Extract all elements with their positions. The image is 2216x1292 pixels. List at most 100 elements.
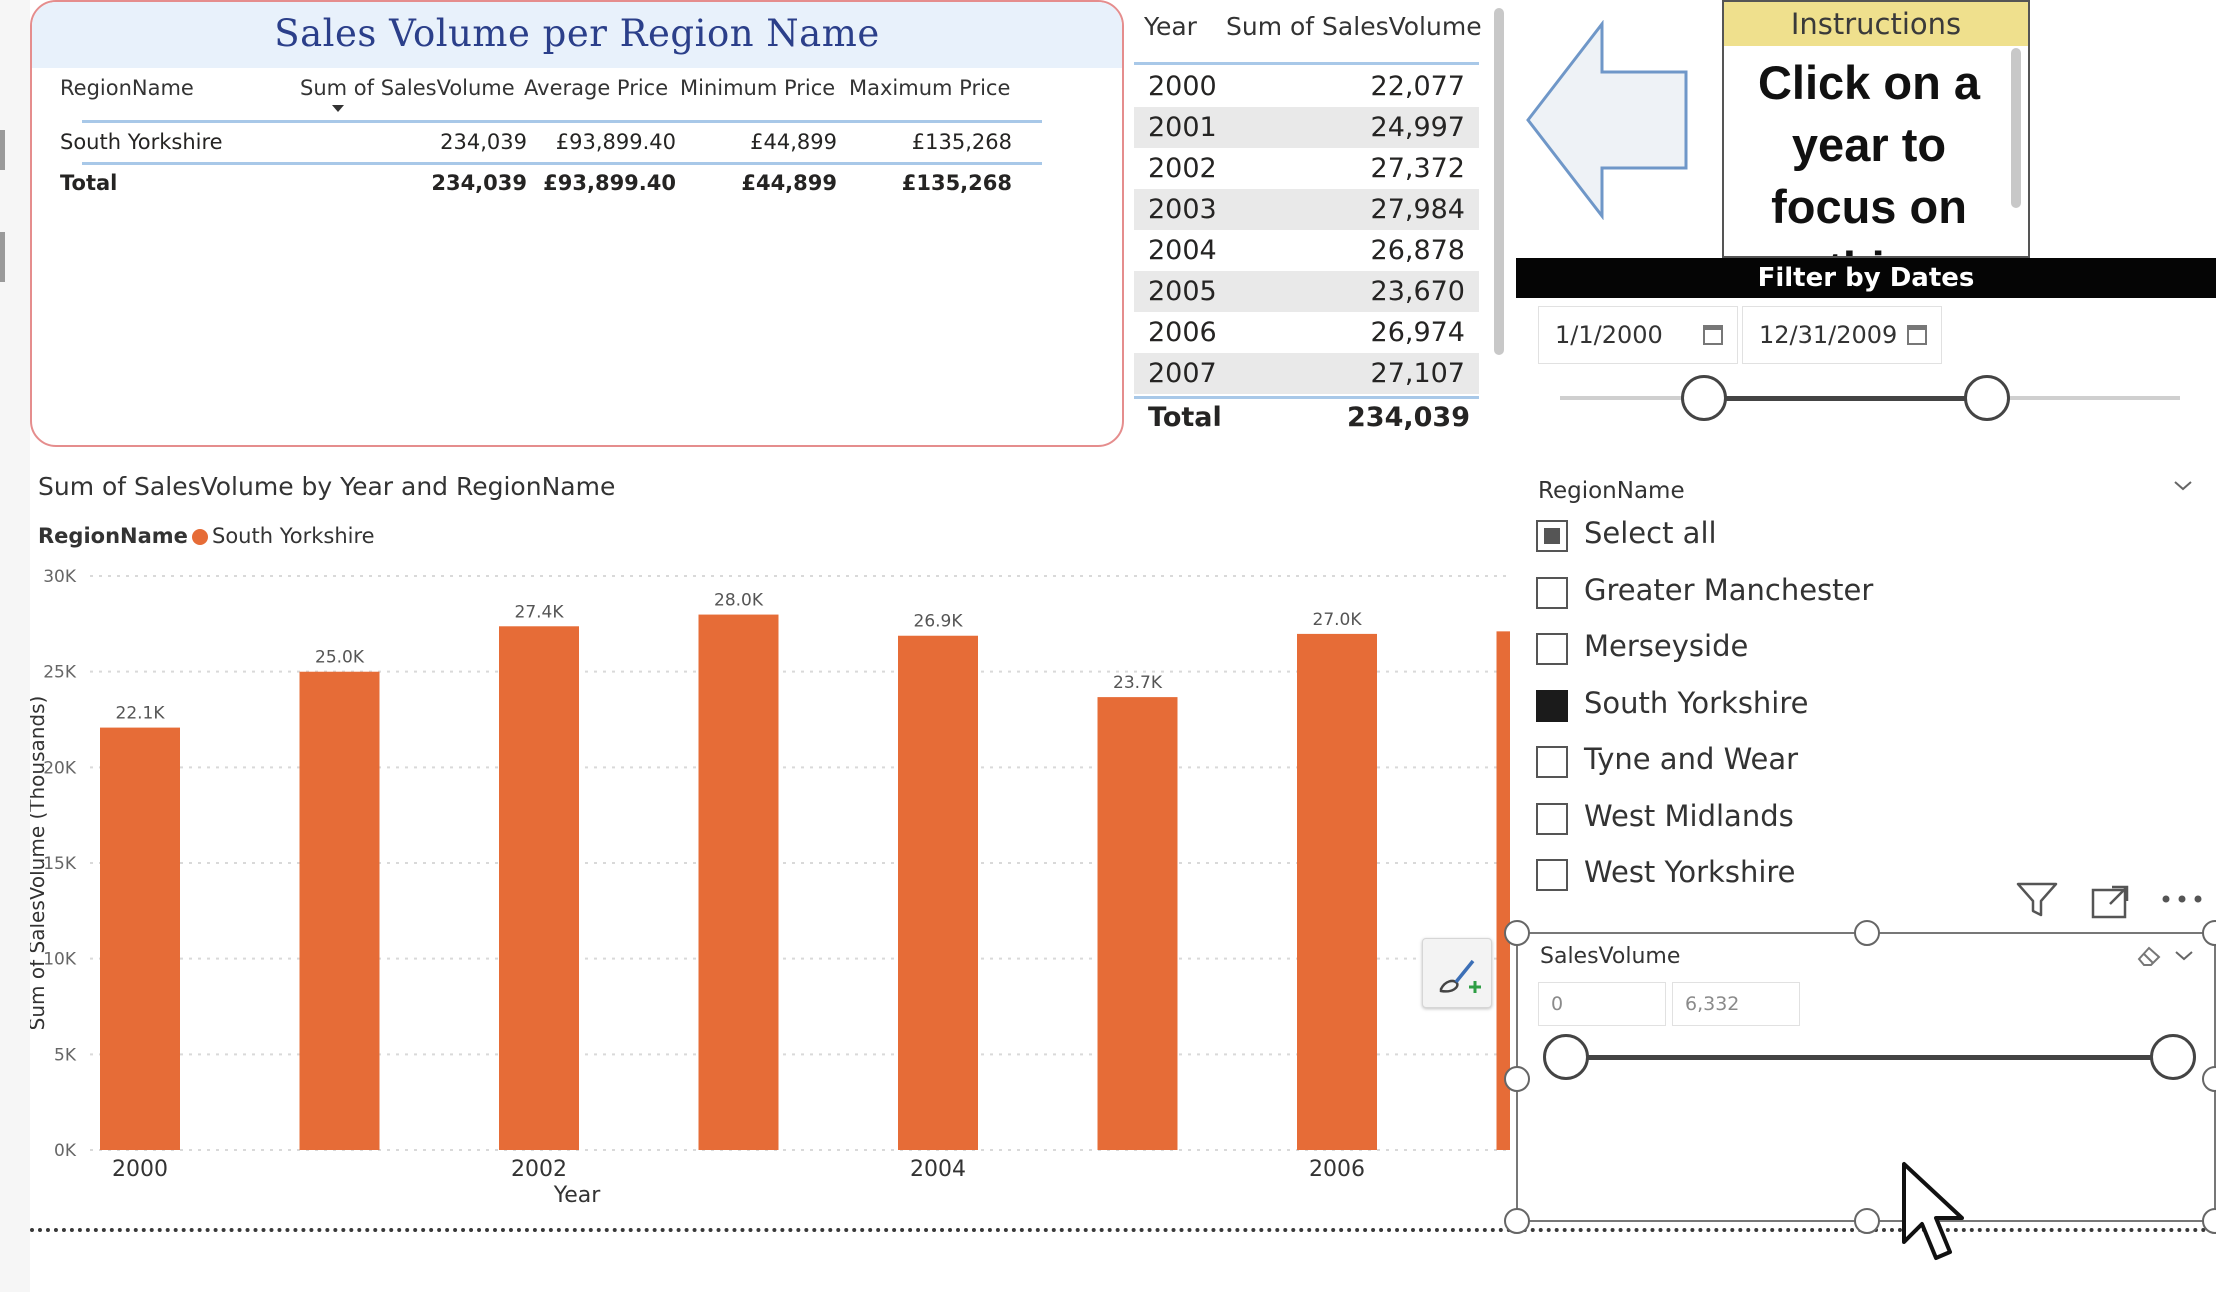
table-row[interactable]: 2005 23,670 — [1134, 271, 1479, 312]
legend-series-name[interactable]: South Yorkshire — [212, 524, 375, 548]
table-row[interactable]: 2002 27,372 — [1134, 148, 1479, 189]
calendar-icon[interactable] — [1907, 325, 1927, 345]
format-brush-icon — [1439, 959, 1481, 993]
start-date-input[interactable]: 1/1/2000 — [1538, 306, 1738, 364]
y-tick-label: 20K — [43, 758, 77, 778]
chevron-down-icon[interactable] — [2172, 474, 2194, 496]
cell-sum-salesvolume: 234,039 — [440, 130, 527, 154]
more-options-icon[interactable] — [2160, 892, 2204, 906]
resize-handle[interactable] — [2202, 920, 2216, 946]
total-label: Total — [1148, 402, 1222, 433]
slicer-item[interactable]: Select all — [1536, 516, 2096, 556]
cell-year: 2004 — [1148, 235, 1217, 266]
resize-handle[interactable] — [2202, 1208, 2216, 1234]
slicer-item[interactable]: Greater Manchester — [1536, 573, 2096, 613]
y-tick-label: 25K — [43, 663, 77, 683]
column-header-sum-salesvolume[interactable]: Sum of SalesVolume — [1226, 12, 1482, 41]
year-salesvolume-table-visual[interactable]: Year Sum of SalesVolume 2000 22,077 2001 24… — [1134, 0, 1504, 447]
resize-handle[interactable] — [1854, 920, 1880, 946]
focus-mode-icon[interactable] — [2090, 884, 2130, 920]
cell-year: 2001 — [1148, 112, 1217, 143]
checkbox[interactable] — [1536, 520, 1568, 552]
total-divider — [82, 162, 1042, 165]
checkbox[interactable] — [1536, 633, 1568, 665]
end-date-input[interactable]: 12/31/2009 — [1742, 306, 1942, 364]
instructions-header: Instructions — [1724, 2, 2028, 46]
cell-maximum-price: £135,268 — [911, 130, 1012, 154]
data-label: 22.1K — [116, 704, 166, 724]
cell-year: 2002 — [1148, 153, 1217, 184]
slicer-item[interactable]: South Yorkshire — [1536, 686, 2096, 726]
column-header-regionname[interactable]: RegionName — [60, 76, 194, 100]
checkbox[interactable] — [1536, 746, 1568, 778]
table-scrollbar[interactable] — [1494, 8, 1504, 355]
table-row[interactable]: 2007 27,107 — [1134, 353, 1479, 394]
column-header-minimum-price[interactable]: Minimum Price — [680, 76, 836, 100]
chevron-down-icon[interactable] — [2173, 944, 2195, 966]
table-row[interactable]: 2000 22,077 — [1134, 66, 1479, 107]
slicer-item[interactable]: Merseyside — [1536, 629, 2096, 669]
checkbox[interactable] — [1536, 802, 1568, 835]
salesvolume-slider-max-handle[interactable] — [2150, 1034, 2196, 1080]
header-divider — [1134, 62, 1479, 65]
checkbox[interactable] — [1536, 576, 1568, 609]
calendar-icon[interactable] — [1703, 325, 1723, 345]
slicer-item[interactable]: West Yorkshire — [1536, 855, 2096, 895]
date-slider-start-handle[interactable] — [1681, 375, 1727, 421]
data-label: 28.0K — [714, 591, 764, 611]
salesvolume-slicer[interactable]: SalesVolume 0 6,332 — [1504, 920, 2216, 1234]
resize-handle[interactable] — [1504, 920, 1530, 946]
column-header-average-price[interactable]: Average Price — [524, 76, 669, 100]
end-date-value: 12/31/2009 — [1759, 321, 1898, 349]
resize-handle[interactable] — [2202, 1066, 2216, 1092]
y-axis-title: Sum of SalesVolume (Thousands) — [30, 696, 49, 1031]
x-axis-title: Year — [553, 1183, 602, 1208]
date-filter-header: Filter by Dates — [1516, 258, 2216, 298]
salesvolume-min-input[interactable]: 0 — [1538, 982, 1666, 1026]
instructions-body: Click on a year to focus on this — [1724, 52, 2014, 256]
data-label: 27.0K — [1313, 610, 1363, 630]
salesvolume-min-value: 0 — [1551, 993, 1564, 1015]
column-header-sum-salesvolume[interactable]: Sum of SalesVolume — [300, 76, 515, 100]
total-minimum-price: £44,899 — [741, 171, 837, 195]
eraser-icon[interactable] — [2135, 944, 2163, 968]
y-tick-label: 30K — [43, 567, 77, 587]
bar — [1496, 631, 1510, 1150]
chart-canvas: 0K 5K 10K 15K 20K 25K 30K 22.1K 25.0K 27.4K 28.0K 2… — [30, 567, 1510, 1208]
bar — [898, 635, 978, 1150]
format-painter-button[interactable] — [1422, 938, 1492, 1008]
cell-sum-salesvolume: 24,997 — [1370, 112, 1465, 143]
header-divider — [82, 120, 1042, 123]
start-date-value: 1/1/2000 — [1555, 321, 1663, 349]
resize-handle[interactable] — [1504, 1208, 1530, 1234]
chart-title: Sum of SalesVolume by Year and RegionNam… — [38, 472, 616, 501]
date-slider-end-handle[interactable] — [1964, 375, 2010, 421]
table-row[interactable]: 2006 26,974 — [1134, 312, 1479, 353]
table-row[interactable]: 2003 27,984 — [1134, 189, 1479, 230]
instructions-scrollbar[interactable] — [2011, 48, 2021, 208]
checkbox[interactable] — [1536, 689, 1568, 722]
resize-handle[interactable] — [1504, 1066, 1530, 1092]
bar — [299, 671, 380, 1150]
column-header-maximum-price[interactable]: Maximum Price — [849, 76, 1011, 100]
left-edge-tick — [0, 130, 5, 170]
slicer-item[interactable]: Tyne and Wear — [1536, 742, 2096, 782]
salesvolume-bar-chart[interactable]: 0K 5K 10K 15K 20K 25K 30K 22.1K 25.0K 27.4K 28.0K 2… — [30, 460, 1510, 1230]
table-row[interactable]: 2004 26,878 — [1134, 230, 1479, 271]
table-row[interactable]: 2001 24,997 — [1134, 107, 1479, 148]
cell-year: 2003 — [1148, 194, 1217, 225]
salesvolume-slider-min-handle[interactable] — [1543, 1034, 1589, 1080]
cell-sum-salesvolume: 27,107 — [1370, 358, 1465, 389]
slicer-item-label: West Midlands — [1584, 798, 1794, 833]
region-sales-table-visual[interactable]: Sales Volume per Region Name RegionName … — [30, 0, 1124, 447]
y-tick-label: 5K — [54, 1045, 77, 1065]
slicer-item[interactable]: West Midlands — [1536, 799, 2096, 839]
column-header-year[interactable]: Year — [1144, 12, 1197, 41]
salesvolume-slider-track[interactable] — [1566, 1055, 2176, 1060]
filter-icon[interactable] — [2015, 880, 2059, 920]
cell-sum-salesvolume: 27,372 — [1370, 153, 1465, 184]
salesvolume-slicer-title: SalesVolume — [1540, 944, 1681, 969]
resize-handle[interactable] — [1854, 1208, 1880, 1234]
salesvolume-max-input[interactable]: 6,332 — [1672, 982, 1800, 1026]
checkbox[interactable] — [1536, 859, 1568, 891]
